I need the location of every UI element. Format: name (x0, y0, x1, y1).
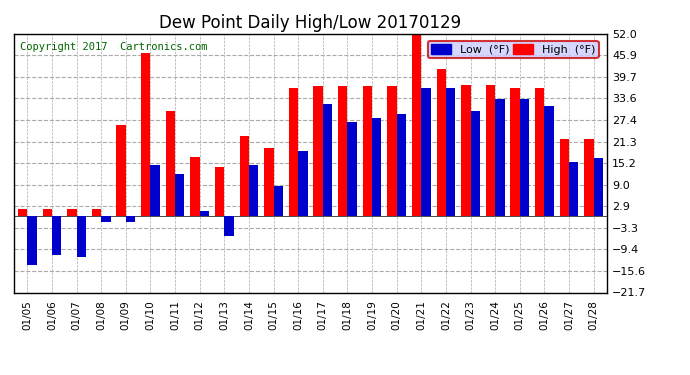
Bar (348, 122, 357, 216)
Bar (535, 88, 544, 216)
Bar (28, 216, 37, 266)
Bar (569, 162, 578, 216)
Bar (199, 211, 209, 216)
Bar (249, 165, 258, 216)
Bar (323, 104, 332, 216)
Text: Copyright 2017  Cartronics.com: Copyright 2017 Cartronics.com (20, 42, 207, 51)
Bar (446, 88, 455, 216)
Bar (126, 216, 135, 222)
Bar (584, 139, 593, 216)
Bar (397, 114, 406, 216)
Bar (67, 209, 77, 216)
Bar (43, 209, 52, 216)
Bar (92, 209, 101, 216)
Legend: Low  (°F), High  (°F): Low (°F), High (°F) (428, 40, 599, 58)
Bar (273, 186, 283, 216)
Bar (224, 216, 234, 236)
Bar (486, 85, 495, 216)
Bar (461, 85, 471, 216)
Bar (117, 125, 126, 216)
Bar (495, 99, 504, 216)
Bar (289, 88, 298, 216)
Bar (338, 86, 348, 216)
Bar (77, 216, 86, 257)
Title: Dew Point Daily High/Low 20170129: Dew Point Daily High/Low 20170129 (159, 14, 462, 32)
Bar (363, 86, 372, 216)
Bar (264, 148, 273, 216)
Bar (471, 111, 480, 216)
Bar (101, 216, 110, 222)
Bar (150, 165, 160, 216)
Bar (520, 99, 529, 216)
Bar (422, 88, 431, 216)
Bar (298, 152, 308, 216)
Bar (175, 174, 184, 216)
Bar (166, 111, 175, 216)
Bar (412, 34, 422, 216)
Bar (437, 69, 446, 216)
Bar (544, 106, 554, 216)
Bar (372, 118, 382, 216)
Bar (239, 136, 249, 216)
Bar (141, 53, 150, 216)
Bar (52, 216, 61, 255)
Bar (215, 167, 224, 216)
Bar (387, 86, 397, 216)
Bar (560, 139, 569, 216)
Bar (313, 86, 323, 216)
Bar (511, 88, 520, 216)
Bar (593, 158, 603, 216)
Bar (18, 209, 28, 216)
Bar (190, 157, 199, 216)
